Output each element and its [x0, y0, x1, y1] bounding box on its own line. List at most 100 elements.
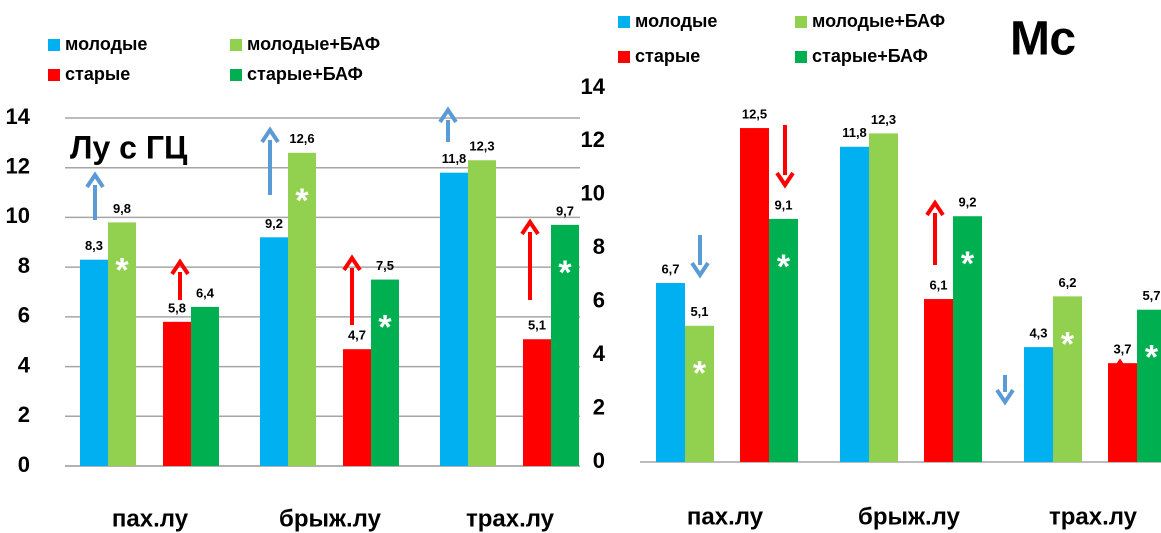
bar [260, 237, 288, 466]
arrow-head [260, 126, 280, 144]
legend-swatch [230, 69, 242, 81]
legend-swatch [48, 39, 60, 51]
legend-label: молодые+БАФ [812, 11, 945, 31]
bar [740, 128, 769, 463]
bar [440, 172, 468, 466]
value-label: 12,3 [871, 112, 896, 127]
y-tick-label: 14 [6, 104, 31, 129]
significance-mark: * [777, 248, 791, 286]
bar [1053, 296, 1082, 462]
significance-mark: * [115, 251, 129, 289]
legend-label: старые+БАФ [247, 64, 363, 84]
significance-mark: * [378, 309, 392, 347]
legend-swatch [795, 16, 807, 28]
value-label: 6,1 [929, 277, 947, 292]
arrow-head [1110, 358, 1130, 376]
y-tick-label: 8 [593, 234, 605, 259]
bar [551, 224, 579, 466]
value-label: 4,3 [1029, 326, 1047, 341]
chart-title: Мс [1010, 13, 1076, 66]
x-tick-label: трах.лу [1049, 503, 1138, 530]
bar [656, 283, 685, 462]
value-label: 5,1 [528, 318, 546, 333]
value-label: 9,8 [113, 201, 131, 216]
significance-mark: * [558, 254, 572, 292]
bar [953, 216, 982, 462]
significance-mark: * [295, 182, 309, 220]
significance-mark: * [1061, 325, 1075, 363]
legend-label: старые+БАФ [812, 46, 928, 66]
bar [80, 259, 108, 466]
bar [108, 222, 136, 466]
bar [1108, 363, 1137, 462]
value-label: 3,7 [1113, 342, 1131, 357]
legend-swatch [795, 51, 807, 63]
value-label: 6,7 [661, 261, 679, 276]
arrow-head [85, 171, 105, 189]
arrow-head [170, 258, 190, 276]
legend-swatch [230, 39, 242, 51]
x-tick-label: брыж.лу [858, 503, 961, 530]
legend-swatch [618, 51, 630, 63]
y-tick-label: 0 [18, 452, 30, 477]
value-label: 5,1 [690, 304, 708, 319]
legend-label: молодые [635, 11, 717, 31]
y-tick-label: 0 [593, 448, 605, 473]
y-tick-label: 10 [6, 203, 30, 228]
bar [869, 133, 898, 462]
y-tick-label: 10 [581, 181, 605, 206]
legend-swatch [48, 69, 60, 81]
value-label: 4,7 [348, 328, 366, 343]
y-tick-label: 2 [18, 402, 30, 427]
value-label: 12,6 [289, 131, 314, 146]
legend-label: старые [635, 46, 700, 66]
bar [191, 306, 219, 466]
x-tick-label: трах.лу [466, 505, 555, 532]
value-label: 6,2 [1058, 275, 1076, 290]
chart-title: Лу с ГЦ [70, 129, 188, 165]
bar [371, 279, 399, 466]
x-tick-label: пах.лу [112, 505, 189, 532]
value-label: 5,8 [168, 300, 186, 315]
significance-mark: * [961, 245, 975, 283]
significance-mark: * [1145, 339, 1159, 377]
arrow-head [690, 261, 710, 279]
y-tick-label: 2 [593, 394, 605, 419]
bar [523, 339, 551, 466]
value-label: 12,5 [742, 107, 767, 122]
value-label: 9,1 [774, 197, 792, 212]
x-tick-label: пах.лу [687, 503, 764, 530]
bar [840, 146, 869, 462]
value-label: 9,2 [265, 216, 283, 231]
bar [924, 299, 953, 462]
y-tick-label: 14 [581, 74, 606, 99]
value-label: 12,3 [469, 139, 494, 154]
legend-label: старые [65, 64, 130, 84]
value-label: 6,4 [196, 285, 215, 300]
y-tick-label: 4 [593, 341, 606, 366]
arrow-head [342, 254, 362, 272]
arrow-head [925, 199, 945, 217]
bar [1137, 309, 1161, 462]
arrow-head [520, 218, 540, 236]
arrow-head [775, 171, 795, 189]
bar [769, 218, 798, 462]
plot-bg [640, 88, 1161, 462]
value-label: 11,8 [442, 151, 467, 166]
legend-swatch [618, 16, 630, 28]
value-label: 9,7 [556, 203, 574, 218]
bar [163, 321, 191, 466]
value-label: 8,3 [85, 238, 103, 253]
arrow-head [438, 106, 458, 124]
x-tick-label: брыж.лу [279, 505, 382, 532]
value-label: 7,5 [376, 258, 394, 273]
bar [468, 160, 496, 466]
bar [685, 325, 714, 462]
y-tick-label: 6 [593, 288, 605, 313]
legend-label: молодые+БАФ [247, 34, 380, 54]
legend-label: молодые [65, 34, 147, 54]
value-label: 11,8 [842, 125, 867, 140]
value-label: 9,2 [958, 195, 976, 210]
y-tick-label: 8 [18, 253, 30, 278]
